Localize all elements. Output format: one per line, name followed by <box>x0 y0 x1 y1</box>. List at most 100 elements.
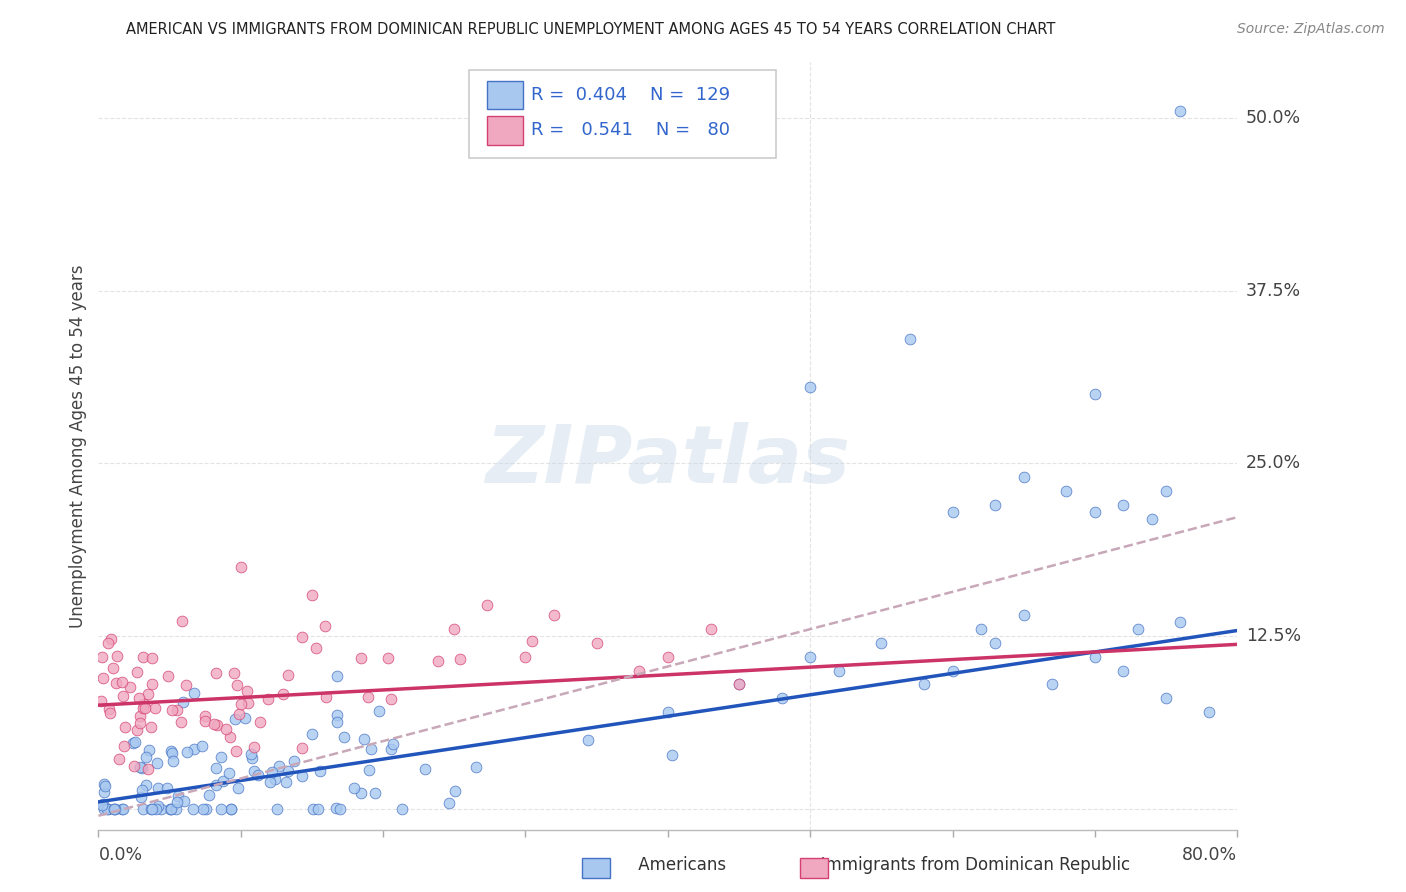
Point <box>236 683 259 698</box>
Point <box>984 498 1007 512</box>
Point <box>174 678 197 692</box>
Point <box>229 560 252 574</box>
Point <box>160 746 183 760</box>
Text: 37.5%: 37.5% <box>1246 282 1301 300</box>
Point <box>205 778 228 792</box>
Point <box>912 677 935 691</box>
Point <box>349 650 371 665</box>
Point <box>437 797 460 811</box>
Point <box>157 668 180 682</box>
Point <box>283 754 305 768</box>
Point <box>93 802 115 816</box>
Point <box>111 802 134 816</box>
Point <box>194 714 217 728</box>
Point <box>105 675 128 690</box>
Text: R =   0.541    N =   80: R = 0.541 N = 80 <box>531 121 730 139</box>
Point <box>256 692 278 706</box>
Point <box>222 665 245 680</box>
Point <box>209 802 232 816</box>
Point <box>240 750 263 764</box>
Point <box>267 759 290 773</box>
Point <box>699 622 721 636</box>
Point <box>984 636 1007 650</box>
Point <box>146 798 169 813</box>
Point <box>183 741 205 756</box>
Point <box>166 703 188 717</box>
Point <box>350 786 373 800</box>
Point <box>96 802 118 816</box>
Point <box>105 648 128 663</box>
Point <box>381 737 404 751</box>
Point <box>427 654 450 668</box>
Point <box>477 599 499 613</box>
Point <box>112 689 135 703</box>
Point <box>167 789 190 803</box>
Point <box>225 678 247 692</box>
Point <box>239 747 262 761</box>
Point <box>211 774 233 789</box>
Point <box>273 687 295 701</box>
Point <box>97 802 120 816</box>
Point <box>770 691 793 706</box>
Point <box>176 745 198 759</box>
Text: AMERICAN VS IMMIGRANTS FROM DOMINICAN REPUBLIC UNEMPLOYMENT AMONG AGES 45 TO 54 : AMERICAN VS IMMIGRANTS FROM DOMINICAN RE… <box>125 22 1056 37</box>
Point <box>202 717 225 731</box>
Point <box>136 687 159 701</box>
Point <box>363 786 385 800</box>
Point <box>149 802 172 816</box>
Point <box>143 701 166 715</box>
Point <box>464 760 486 774</box>
Point <box>1056 483 1078 498</box>
Point <box>159 802 181 816</box>
FancyBboxPatch shape <box>468 70 776 158</box>
Point <box>1154 691 1177 706</box>
Point <box>276 774 298 789</box>
Point <box>942 664 965 678</box>
Point <box>226 780 249 795</box>
Point <box>131 783 153 797</box>
Point <box>359 763 381 777</box>
Point <box>100 632 122 646</box>
Point <box>307 802 329 816</box>
Point <box>1154 483 1177 498</box>
Point <box>377 650 399 665</box>
Text: Source: ZipAtlas.com: Source: ZipAtlas.com <box>1237 22 1385 37</box>
Point <box>219 731 242 745</box>
FancyBboxPatch shape <box>486 116 523 145</box>
Point <box>131 701 153 715</box>
Point <box>205 666 228 681</box>
Text: 0.0%: 0.0% <box>98 847 142 864</box>
Point <box>942 505 965 519</box>
Text: 12.5%: 12.5% <box>1246 627 1301 645</box>
Point <box>204 761 226 775</box>
Point <box>197 788 219 802</box>
Point <box>122 759 145 773</box>
Point <box>1140 511 1163 525</box>
Point <box>228 707 250 722</box>
Point <box>301 588 323 602</box>
Point <box>114 720 136 734</box>
Text: 50.0%: 50.0% <box>1246 109 1301 127</box>
Point <box>1084 387 1107 401</box>
Point <box>357 690 380 705</box>
Text: 80.0%: 80.0% <box>1182 847 1237 864</box>
Point <box>291 630 314 644</box>
Point <box>160 802 183 816</box>
Point <box>277 764 299 778</box>
Point <box>333 730 356 744</box>
Point <box>391 802 413 816</box>
Point <box>135 778 157 792</box>
Point <box>1112 664 1135 678</box>
Point <box>520 634 543 648</box>
Point <box>367 704 389 718</box>
Point <box>122 736 145 750</box>
Point <box>1126 622 1149 636</box>
Point <box>131 650 153 665</box>
Point <box>160 802 183 816</box>
Point <box>360 742 382 756</box>
Point <box>129 715 152 730</box>
Point <box>170 615 193 629</box>
Point <box>127 723 149 737</box>
Y-axis label: Unemployment Among Ages 45 to 54 years: Unemployment Among Ages 45 to 54 years <box>69 264 87 628</box>
Point <box>249 715 271 730</box>
